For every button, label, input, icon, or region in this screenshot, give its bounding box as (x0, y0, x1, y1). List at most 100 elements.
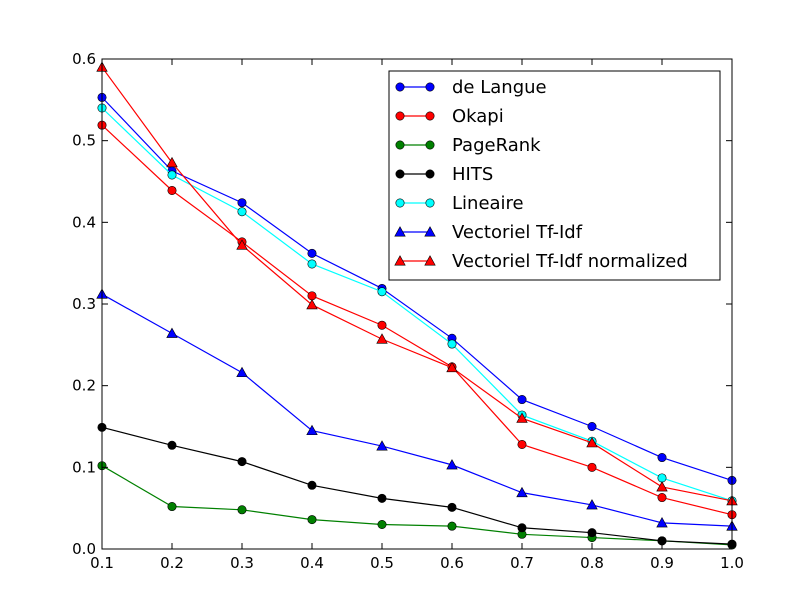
data-point (657, 493, 667, 503)
x-tick-label: 0.2 (160, 554, 184, 572)
x-tick-label: 0.6 (440, 554, 464, 572)
y-tick-label: 0.2 (72, 377, 96, 395)
data-point (307, 515, 317, 525)
legend-marker (395, 140, 405, 150)
y-tick-label: 0.5 (72, 132, 96, 150)
data-point (587, 462, 597, 472)
data-point (377, 320, 387, 330)
legend-label: PageRank (452, 135, 541, 156)
legend-label: de Langue (452, 77, 547, 98)
series-line (101, 465, 733, 546)
data-point (586, 499, 598, 510)
legend-marker (425, 198, 435, 208)
y-tick-label: 0.6 (72, 50, 96, 68)
data-point (307, 259, 317, 269)
series-line (101, 66, 733, 502)
data-point (447, 502, 457, 512)
data-point (167, 502, 177, 512)
series-line (101, 426, 733, 545)
legend-entry-2: PageRank (395, 135, 541, 156)
y-tick-label: 0.3 (72, 295, 96, 313)
legend-label: Lineaire (452, 193, 524, 214)
data-point (166, 156, 178, 168)
data-point (376, 333, 388, 344)
data-point (306, 298, 318, 310)
data-point (657, 453, 667, 463)
data-point (167, 440, 177, 450)
data-point (237, 207, 247, 217)
legend-entry-4: Lineaire (395, 193, 524, 214)
series-layer (96, 61, 738, 550)
axes-layer: 0.1 0.2 0.3 0.4 0.5 0.6 0.7 0.8 0.9 1.00.00.10.20… (72, 50, 744, 572)
data-point (446, 459, 458, 470)
x-tick-label: 1.0 (720, 554, 744, 572)
data-point (587, 528, 597, 538)
data-point (377, 493, 387, 503)
data-point (237, 198, 247, 208)
legend-entry-1: Okapi (395, 106, 504, 127)
series-line (101, 293, 733, 527)
data-point (587, 421, 597, 431)
data-point (167, 170, 177, 180)
legend-marker (395, 198, 405, 208)
legend-label: Vectoriel Tf-Idf (452, 222, 583, 243)
legend-label: Vectoriel Tf-Idf normalized (452, 251, 688, 272)
data-point (516, 412, 528, 423)
legend-entry-0: de Langue (395, 77, 547, 98)
data-point (307, 480, 317, 490)
data-point (517, 523, 527, 533)
data-point (307, 291, 317, 301)
x-tick-label: 0.4 (300, 554, 324, 572)
legend-marker (425, 140, 435, 150)
series-3 (97, 422, 737, 549)
data-point (237, 457, 247, 467)
legend-label: Okapi (452, 106, 504, 127)
y-tick-label: 0.4 (72, 213, 96, 231)
legend-label: HITS (452, 164, 493, 185)
x-tick-label: 0.5 (370, 554, 394, 572)
legend-marker (424, 255, 436, 266)
y-tick-label: 0.1 (72, 458, 96, 476)
data-point (167, 185, 177, 195)
series-line (101, 96, 733, 481)
x-tick-label: 0.7 (510, 554, 534, 572)
legend-marker (425, 82, 435, 92)
legend-entry-5: Vectoriel Tf-Idf (394, 222, 583, 243)
data-point (446, 361, 458, 373)
legend-marker (394, 255, 406, 266)
data-point (236, 366, 248, 378)
x-tick-label: 0.9 (650, 554, 674, 572)
data-point (516, 486, 528, 498)
data-point (657, 473, 667, 483)
data-point (237, 505, 247, 515)
legend-marker (425, 169, 435, 179)
legend-entry-3: HITS (395, 164, 493, 185)
data-point (586, 437, 598, 448)
data-point (447, 339, 457, 349)
data-point (307, 248, 317, 258)
data-point (517, 395, 527, 405)
series-line (101, 124, 733, 516)
y-tick-label: 0.0 (72, 540, 96, 558)
legend-marker (394, 226, 406, 237)
legend-marker (425, 111, 435, 121)
x-tick-label: 0.1 (90, 554, 114, 572)
data-point (166, 327, 178, 338)
data-point (306, 424, 318, 436)
legend-marker (395, 111, 405, 121)
legend: de Langue Okapi PageRank HITS Lineaire Vector… (388, 70, 721, 281)
series-5 (96, 288, 738, 531)
series-6 (96, 61, 738, 506)
data-point (377, 287, 387, 297)
legend-box (388, 70, 721, 281)
data-point (656, 517, 668, 528)
legend-marker (395, 169, 405, 179)
data-point (376, 440, 388, 451)
data-point (447, 521, 457, 531)
series-4 (97, 103, 737, 506)
legend-entry-6: Vectoriel Tf-Idf normalized (394, 251, 688, 272)
data-point (236, 239, 248, 250)
legend-marker (424, 226, 436, 237)
data-point (517, 439, 527, 449)
x-tick-label: 0.8 (580, 554, 604, 572)
